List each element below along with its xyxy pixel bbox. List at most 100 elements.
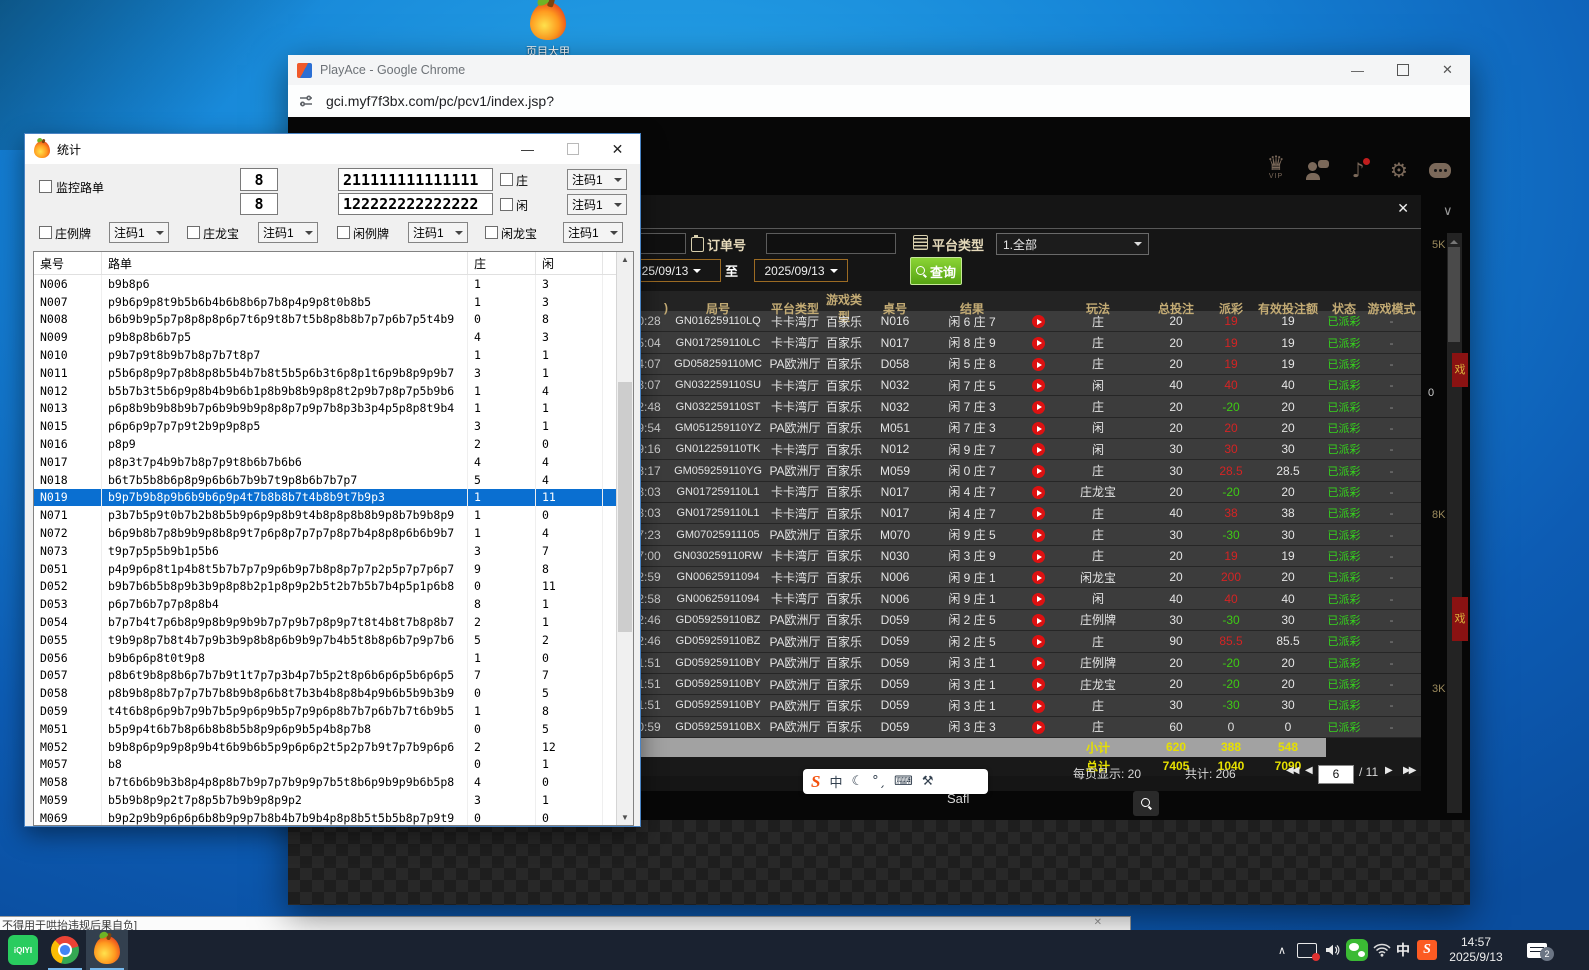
list-item[interactable]: N019 b9p7b9b8p9b6b9b6p9p4t7b8b8b7t4b8b9t7… [34, 488, 633, 507]
play-icon[interactable] [1031, 635, 1045, 649]
num-input-2[interactable]: 8 [240, 193, 278, 215]
taskbar-app-button[interactable] [86, 930, 128, 970]
play-icon[interactable] [1031, 379, 1045, 393]
list-item[interactable]: N018 b6t7b5b8b6p8p9p6b6b7b9b7t9p8b6b7b7p7… [34, 470, 633, 489]
banker-dragon-checkbox[interactable] [187, 226, 200, 239]
background-window-titlebar[interactable]: 不得用于哄抬违规后果自负] ✕ [0, 916, 1131, 931]
background-scrollbar[interactable] [1447, 233, 1462, 813]
search-button[interactable]: 查询 [910, 257, 962, 285]
maximize-button[interactable] [1380, 55, 1425, 85]
order-input[interactable] [766, 233, 896, 254]
banker-dragon-combo[interactable]: 注码1 [258, 222, 318, 243]
list-item[interactable]: N007 p9b6p9p8t9b5b6b4b6b8b6p7b8p4p9p8t0b8… [34, 292, 633, 311]
list-item[interactable]: D057 p8b6t9b8p8b6p7b7b9t1t7p7p3b4p7b5p2t8… [34, 666, 633, 685]
maximize-button[interactable] [550, 134, 595, 164]
screen-share-icon[interactable] [1294, 930, 1320, 970]
list-item[interactable]: D055 t9b9p8p7b8t4b7p9b3b9p8b8p6b9b9p7b4b5… [34, 630, 633, 649]
list-item[interactable]: M059 b5b9b8p9p2t7p8p5b7b9b9p8p9p2 3 1 [34, 791, 633, 809]
play-icon[interactable] [1031, 720, 1045, 734]
ime-mode-icon[interactable]: 中 [829, 776, 843, 791]
url-text[interactable]: gci.myf7f3bx.com/pc/pcv1/index.jsp? [326, 93, 554, 109]
close-icon[interactable]: ✕ [1093, 917, 1102, 928]
platform-select[interactable]: 1.全部 [996, 233, 1149, 255]
list-item[interactable]: N006 b9b8p6 1 3 [34, 275, 633, 293]
wechat-icon[interactable] [1344, 930, 1370, 970]
vip-crown-icon[interactable]: ♛ VIP [1267, 151, 1285, 180]
play-icon[interactable] [1031, 486, 1045, 500]
player-checkbox[interactable] [500, 198, 513, 211]
keyboard-icon[interactable]: ⌨ [894, 774, 913, 789]
play-icon[interactable] [1031, 400, 1045, 414]
chat-icon[interactable] [1427, 160, 1453, 180]
code-input-1[interactable]: 211111111111111 [338, 168, 493, 191]
play-icon[interactable] [1031, 464, 1045, 478]
play-icon[interactable] [1031, 528, 1045, 542]
minimize-button[interactable]: — [521, 141, 534, 157]
play-icon[interactable] [1031, 614, 1045, 628]
taskbar-clock[interactable]: 14:57 2025/9/13 [1440, 930, 1512, 970]
date-from-picker[interactable]: 25/09/13 [622, 259, 721, 282]
scroll-down-icon[interactable]: ▼ [621, 813, 629, 822]
list-item[interactable]: D059 t4t6b8p6p9b7p9b7b5p9p6p9b5p7p9p6p8b7… [34, 702, 633, 720]
music-icon[interactable]: ♪ [1345, 158, 1371, 180]
list-item[interactable]: M069 b9p2p9b9p6p6p6b8b9p9p7b8b4b7b9b4p8p8… [34, 808, 633, 825]
banker-combo[interactable]: 注码1 [567, 169, 627, 190]
sogou-ime-bar[interactable]: S 中 ☾ °ˏ ⌨ ⚒ [803, 769, 988, 794]
first-page-button[interactable]: ◀◀ [1286, 765, 1299, 776]
list-item[interactable]: D058 p8b9b8p8b7p7p7b7b8b9b8p6b8t7b3b4b8p8… [34, 684, 633, 703]
player-dragon-checkbox[interactable] [485, 226, 498, 239]
date-to-picker[interactable]: 2025/09/13 [754, 259, 848, 282]
play-icon[interactable] [1031, 656, 1045, 670]
scrollbar-thumb[interactable] [1448, 247, 1460, 342]
taskbar-iqiyi-button[interactable]: iQIYI [2, 930, 44, 970]
play-icon[interactable] [1031, 358, 1045, 372]
dialog-close-icon[interactable]: ✕ [1397, 200, 1409, 216]
banker-checkbox[interactable] [500, 173, 513, 186]
list-item[interactable]: M052 b9b8p6p9p9p8p9b4t6b9b6b5p9p6p6p2t5p2… [34, 737, 633, 756]
banker-pair-combo[interactable]: 注码1 [109, 222, 169, 243]
volume-icon[interactable] [1320, 930, 1344, 970]
play-icon[interactable] [1031, 592, 1045, 606]
punctuation-icon[interactable]: °ˏ [872, 774, 886, 789]
player-combo[interactable]: 注码1 [567, 194, 627, 215]
play-icon[interactable] [1031, 507, 1045, 521]
list-item[interactable]: N015 p6p6p9p7p7p9t2b9p9p8p5 3 1 [34, 417, 633, 436]
sogou-icon[interactable]: S [811, 771, 821, 791]
list-item[interactable]: D054 b7p7b4t7p6b8p9p8b9p9b9b7p7p9b7p8p9p7… [34, 613, 633, 631]
wifi-icon[interactable] [1370, 930, 1394, 970]
power-icon[interactable] [1468, 155, 1470, 180]
play-icon[interactable] [1031, 315, 1045, 329]
monitor-checkbox[interactable] [39, 180, 52, 193]
page-number-input[interactable]: 6 [1318, 765, 1354, 784]
list-item[interactable]: M057 b8 0 1 [34, 755, 633, 774]
scroll-up-icon[interactable] [1450, 236, 1458, 244]
minimize-button[interactable]: — [1351, 62, 1364, 78]
num-input-1[interactable]: 8 [240, 168, 278, 191]
address-bar[interactable]: gci.myf7f3bx.com/pc/pcv1/index.jsp? [288, 85, 1470, 118]
stats-titlebar[interactable]: 统计 [25, 134, 640, 164]
player-dragon-combo[interactable]: 注码1 [563, 222, 623, 243]
player-pair-checkbox[interactable] [337, 226, 350, 239]
play-icon[interactable] [1031, 443, 1045, 457]
list-item[interactable]: D051 p4p9p6p8t1p4b8t5b7b7p7p9p6b9p7b8p8p7… [34, 559, 633, 578]
settings-gear-icon[interactable]: ⚙ [1390, 158, 1408, 182]
close-button[interactable]: ✕ [1442, 62, 1453, 77]
list-item[interactable]: M058 b7t6b6b9b3b8p4p8p8b7b9p7p7b9p9p7b5t8… [34, 773, 633, 792]
list-item[interactable]: N017 p8p3t7p4b9b7b8p7p9t8b6b7b6b6 4 4 [34, 452, 633, 471]
banker-pair-checkbox[interactable] [39, 226, 52, 239]
list-item[interactable]: N012 b5b7b3t5b6p9p8b4b9b6b1p8b9b8b9p8p8t2… [34, 381, 633, 400]
magnifier-button[interactable] [1133, 791, 1159, 816]
list-item[interactable]: N072 b6p9b8b7p8b9b9p8b8p9t7p6p8p7p7p7p8p7… [34, 524, 633, 542]
list-item[interactable]: N010 p9b7p9t8b9b7b8p7b7t8p7 1 1 [34, 346, 633, 364]
customer-service-icon[interactable] [1304, 160, 1330, 180]
list-item[interactable]: D052 b9b7b6b5b8p9b3b9p8p8b2p1p8p9p2b5t2b7… [34, 577, 633, 596]
toolbox-icon[interactable]: ⚒ [921, 774, 934, 789]
list-item[interactable]: N008 b6b9b9p5p7p8p8p8p6p7t6p9t8b7t5b8p8b8… [34, 310, 633, 329]
tray-expand-chevron[interactable]: ∧ [1277, 944, 1287, 957]
play-icon[interactable] [1031, 571, 1045, 585]
desktop-icon-app[interactable]: 页目大甲 [516, 2, 580, 59]
list-item[interactable]: N071 p3b7b5p9t0b7b2b8b5b9p6p9p8b9t4b8p8p8… [34, 506, 633, 525]
list-scrollbar[interactable]: ▲ ▼ [616, 252, 633, 825]
scrollbar-thumb[interactable] [618, 382, 632, 632]
play-icon[interactable] [1031, 550, 1045, 564]
